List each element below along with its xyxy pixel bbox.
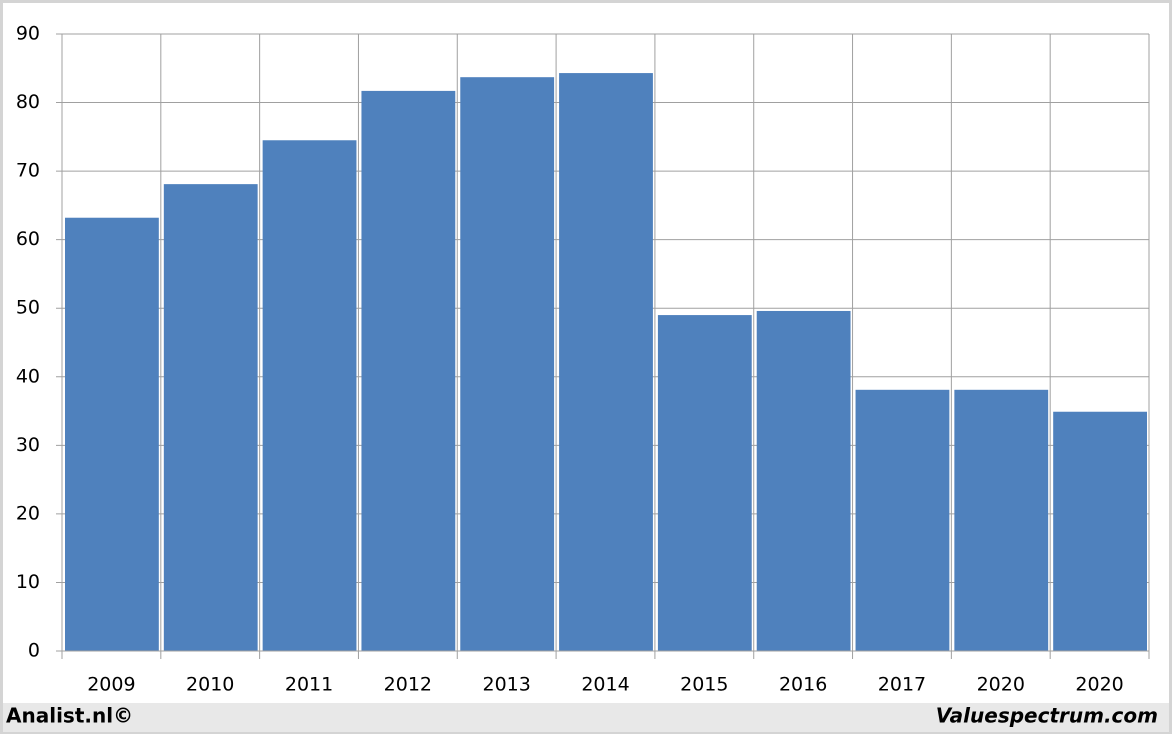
y-tick-label: 30 (16, 434, 40, 456)
bar (460, 77, 555, 651)
y-tick-label: 60 (16, 228, 40, 250)
source-label: Analist.nl© (6, 704, 133, 728)
bar (855, 389, 950, 651)
bar (756, 310, 851, 651)
y-tick-label: 90 (16, 23, 40, 45)
y-tick-label: 80 (16, 91, 40, 113)
x-tick-label: 2010 (186, 674, 234, 696)
bar (65, 217, 159, 651)
y-tick-label: 70 (16, 160, 40, 182)
x-tick-label: 2014 (581, 674, 629, 696)
bar (559, 73, 653, 652)
y-tick-label: 0 (28, 640, 40, 662)
bar (163, 184, 258, 652)
bar (954, 389, 1049, 651)
x-tick-label: 2016 (779, 674, 827, 696)
bar (657, 315, 752, 651)
x-tick-label: 2009 (87, 674, 135, 696)
x-tick-label: 2020 (977, 674, 1025, 696)
x-tick-label: 2013 (483, 674, 531, 696)
bar (1053, 411, 1147, 651)
x-tick-label: 2015 (680, 674, 728, 696)
bar (262, 140, 357, 651)
footer-band (3, 703, 1169, 732)
y-tick-label: 20 (16, 502, 40, 524)
y-tick-label: 40 (16, 365, 40, 387)
x-tick-label: 2011 (285, 674, 333, 696)
x-tick-label: 2020 (1075, 674, 1123, 696)
x-tick-label: 2012 (384, 674, 432, 696)
credit-label: Valuespectrum.com (936, 704, 1158, 728)
bar (361, 90, 456, 651)
y-tick-label: 50 (16, 297, 40, 319)
y-tick-label: 10 (16, 571, 40, 593)
x-tick-label: 2017 (878, 674, 926, 696)
